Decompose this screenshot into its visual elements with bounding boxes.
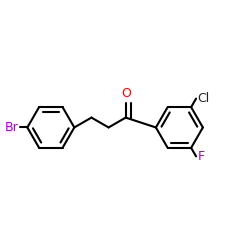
Text: F: F — [197, 150, 204, 163]
Text: Cl: Cl — [197, 92, 209, 105]
Text: Br: Br — [5, 121, 19, 134]
Text: O: O — [121, 87, 131, 100]
